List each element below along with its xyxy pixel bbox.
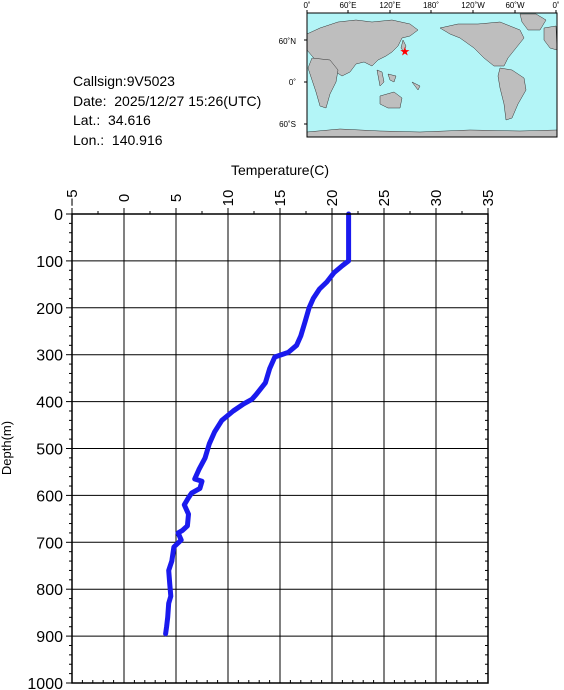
map-lat-label-60n: 60˚N <box>279 37 297 46</box>
chart-ticks <box>66 208 489 684</box>
y-tick-label: 200 <box>36 301 63 318</box>
y-tick-label: 300 <box>36 348 63 365</box>
map-lon-label-120w: 120˚W <box>461 1 485 10</box>
map-lon-label-120e: 120˚E <box>379 1 400 10</box>
x-tick-label: 5 <box>168 194 185 202</box>
x-axis-title: Temperature(C) <box>231 162 329 178</box>
x-tick-label: 20 <box>324 190 341 207</box>
latitude-label: Lat.: 34.616 <box>73 112 151 129</box>
callsign-label: Callsign:9V5023 <box>73 73 175 89</box>
y-tick-label: 400 <box>36 395 63 412</box>
y-tick-label: 700 <box>36 535 63 552</box>
y-tick-label: 600 <box>36 488 63 505</box>
map-lon-label-60w: 60˚W <box>505 1 525 10</box>
chart-grid <box>71 214 489 683</box>
x-tick-label: 10 <box>220 190 237 207</box>
map-lat-label-60s: 60˚S <box>279 120 296 129</box>
y-tick-label: 900 <box>36 629 63 646</box>
date-label: Date: 2025/12/27 15:26(UTC) <box>73 92 262 109</box>
x-tick-label: 0 <box>116 194 133 202</box>
x-tick-label: −5 <box>64 189 81 206</box>
map-frame <box>306 12 558 138</box>
map-frame-ticks <box>304 10 557 125</box>
x-tick-label: 35 <box>480 190 497 207</box>
y-tick-label: 100 <box>36 254 63 271</box>
x-tick-label: 30 <box>428 190 445 207</box>
map-lon-label-0-end: 0˚ <box>552 1 559 10</box>
longitude-label: Lon.: 140.916 <box>73 132 163 149</box>
y-tick-label: 500 <box>36 442 63 459</box>
y-tick-label: 0 <box>54 207 63 224</box>
chart-frame <box>71 213 489 684</box>
chart-series <box>163 211 352 637</box>
map-lon-label-60e: 60˚E <box>340 1 357 10</box>
map-land <box>306 13 558 138</box>
station-marker-star: ★ <box>399 44 410 58</box>
x-tick-label: 15 <box>272 190 289 207</box>
map-lon-label-0: 0˚ <box>303 1 310 10</box>
world-map: 0˚ 60˚E 120˚E 180˚ 120˚W 60˚W 0˚ 60˚N 0˚… <box>279 1 560 138</box>
y-tick-label: 800 <box>36 582 63 599</box>
map-lat-labels: 60˚N 0˚ 60˚S <box>279 37 297 129</box>
map-lon-label-180: 180˚ <box>423 1 439 10</box>
y-axis-title: Depth(m) <box>0 421 14 475</box>
map-lon-labels: 0˚ 60˚E 120˚E 180˚ 120˚W 60˚W 0˚ <box>303 1 559 10</box>
map-lat-label-0: 0˚ <box>289 78 296 87</box>
y-tick-label: 1000 <box>27 676 63 690</box>
station-info: Callsign:9V5023 Date: 2025/12/27 15:26(U… <box>73 72 261 151</box>
x-tick-label: 25 <box>376 190 393 207</box>
temperature-profile-line <box>163 211 352 637</box>
chart-tick-labels: −5 0 5 10 15 20 25 30 35010020030040050060070080… <box>27 189 497 690</box>
